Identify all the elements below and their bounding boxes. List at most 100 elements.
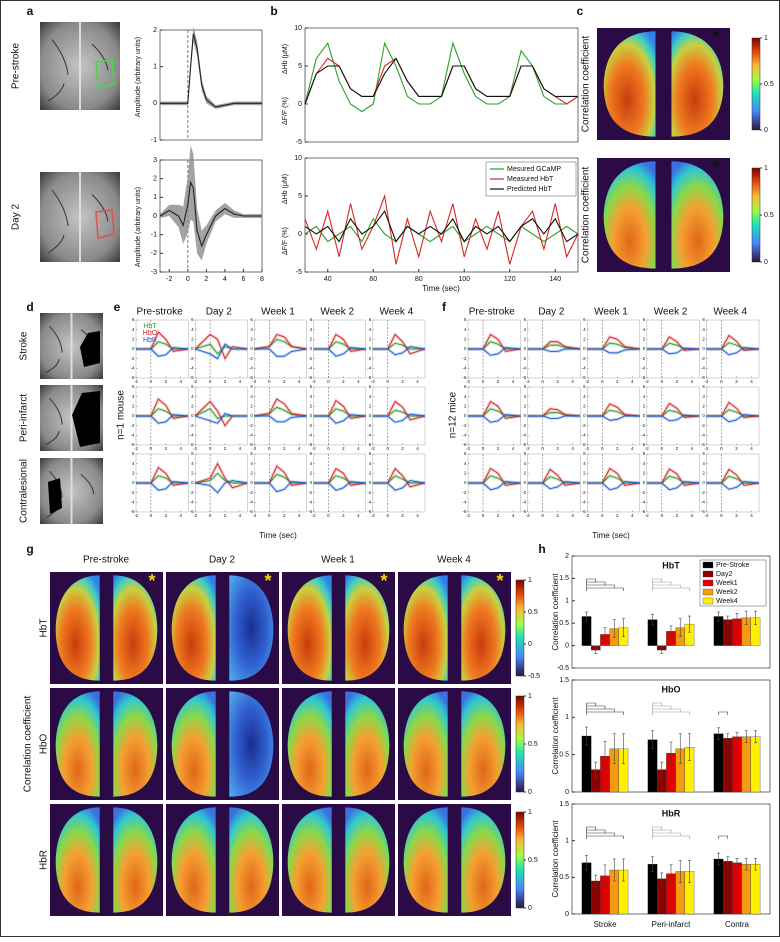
- y-axis-label: ΔHb (μM): [282, 44, 289, 74]
- y-tick-label: 2: [310, 471, 313, 476]
- bar: [581, 862, 592, 915]
- y-tick-label: 6: [464, 317, 467, 322]
- hemisphere-map: [345, 807, 390, 913]
- y-tick-label: -2: [462, 423, 466, 428]
- series-line: [313, 481, 366, 491]
- y-tick-label: 6: [464, 384, 467, 389]
- vessel: [47, 83, 65, 102]
- series-line: [195, 480, 248, 494]
- x-tick-label: 120: [504, 276, 516, 283]
- y-tick-label: 0: [643, 413, 646, 418]
- y-tick-label: -6: [462, 509, 466, 514]
- series-line: [313, 414, 366, 424]
- y-tick-label: 0: [583, 413, 586, 418]
- y-tick-label: 4: [310, 327, 313, 332]
- y-tick-label: 2: [132, 337, 135, 342]
- series-line: [254, 348, 307, 357]
- y-tick-label: 2: [250, 404, 253, 409]
- x-tick-label: -2: [585, 513, 589, 518]
- y-tick-label: 4: [583, 394, 586, 399]
- row-label: Pre-stroke: [11, 43, 22, 90]
- y-tick-label: 0: [702, 413, 705, 418]
- significance-bracket: [652, 581, 672, 585]
- series-line: [304, 193, 579, 265]
- error-band: [178, 204, 184, 244]
- chart-title: HbT: [662, 560, 680, 570]
- y-tick-label: -4: [462, 500, 466, 505]
- row-title: n=1 mouse: [116, 390, 127, 440]
- y-tick-label: -6: [522, 375, 526, 380]
- colorbar-tick-label: -0.5: [528, 673, 540, 680]
- colorbar-tick-label: 0.5: [764, 212, 774, 219]
- x-tick-label: -2: [466, 379, 470, 384]
- series-line: [372, 413, 426, 423]
- x-tick-label: 0: [661, 513, 664, 518]
- hemisphere-map: [603, 31, 656, 137]
- series-line: [304, 210, 579, 243]
- y-tick-label: -4: [701, 500, 705, 505]
- colorbar-tick-label: 0: [528, 641, 532, 648]
- significance-bracket: [586, 835, 624, 839]
- colorbar-tick-label: 1: [528, 693, 532, 700]
- y-tick-label: 2: [702, 471, 705, 476]
- y-tick-label: 6: [369, 451, 372, 456]
- hemisphere-map: [403, 807, 448, 913]
- y-tick-label: 2: [153, 27, 157, 34]
- panel-label: c: [577, 4, 584, 18]
- y-tick-label: -2: [367, 423, 371, 428]
- panel-label: d: [26, 300, 33, 314]
- series-line: [527, 481, 581, 490]
- y-tick-label: 0: [524, 480, 527, 485]
- column-title: Pre-stroke: [83, 555, 130, 566]
- y-tick-label: 4: [191, 394, 194, 399]
- y-tick-label: -2: [249, 356, 253, 361]
- series-line: [194, 333, 248, 360]
- x-tick-label: 0: [186, 276, 190, 283]
- significance-bracket: [586, 708, 615, 712]
- y-tick-label: 2: [250, 337, 253, 342]
- x-tick-label: 0: [150, 379, 153, 384]
- y-tick-label: 6: [702, 317, 705, 322]
- error-band: [187, 145, 191, 233]
- x-tick-label: -2: [526, 379, 530, 384]
- x-tick-label: -2: [312, 513, 316, 518]
- x-tick-label: 0: [209, 513, 212, 518]
- hemisphere-map: [229, 807, 274, 913]
- y-tick-label: -4: [641, 366, 645, 371]
- y-tick-label: -2: [190, 423, 194, 428]
- x-tick-label: 2: [616, 379, 619, 384]
- y-axis-label: Correlation coefficient: [551, 697, 560, 775]
- y-tick-label: -2: [308, 356, 312, 361]
- y-tick-label: -2: [522, 356, 526, 361]
- y-tick-label: 1.5: [559, 575, 569, 582]
- x-tick-label: 0: [150, 513, 153, 518]
- y-tick-label: 4: [643, 461, 646, 466]
- legend-swatch: [702, 579, 714, 587]
- x-tick-label: -2: [252, 446, 256, 451]
- panel-label: b: [270, 4, 277, 18]
- x-tick-label: 0: [720, 446, 723, 451]
- x-tick-label: 2: [735, 513, 738, 518]
- y-tick-label: -2: [641, 356, 645, 361]
- row-title: n=12 mice: [448, 391, 459, 438]
- x-tick-label: 2: [342, 513, 345, 518]
- x-tick-label: -2: [704, 446, 708, 451]
- y-tick-label: -4: [522, 433, 526, 438]
- y-tick-label: 0: [643, 346, 646, 351]
- y-tick-label: 6: [310, 384, 313, 389]
- legend-label: Day2: [716, 571, 732, 578]
- x-tick-label: 2: [556, 446, 559, 451]
- y-tick-label: 4: [702, 394, 705, 399]
- y-tick-label: -0.5: [557, 665, 569, 672]
- row-label: Contralesional: [19, 459, 30, 523]
- colorbar-tick-label: 0: [764, 127, 768, 134]
- y-tick-label: -6: [190, 509, 194, 514]
- y-tick-label: 2: [191, 337, 194, 342]
- y-axis-label: Amplitude (arbitrary units): [135, 187, 142, 267]
- y-tick-label: -2: [130, 490, 134, 495]
- y-axis-label: Correlation coefficient: [551, 820, 560, 898]
- y-tick-label: 0: [565, 642, 569, 649]
- series-line: [706, 347, 760, 356]
- y-tick-label: 0: [310, 346, 313, 351]
